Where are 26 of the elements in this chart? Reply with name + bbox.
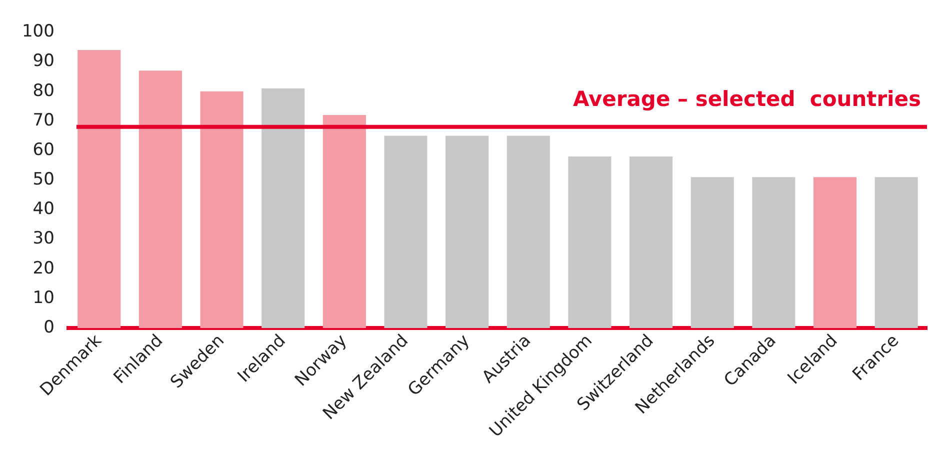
bar: [446, 136, 489, 328]
bar: [78, 50, 121, 328]
bar: [384, 136, 428, 328]
bar: [752, 177, 796, 328]
bar: [262, 88, 305, 328]
y-tick-label: 90: [32, 51, 54, 72]
y-tick-label: 100: [22, 22, 54, 42]
y-tick-label: 20: [32, 258, 54, 278]
bar: [690, 177, 734, 328]
bar: [630, 156, 673, 328]
bar: [568, 156, 612, 328]
y-tick-label: 70: [32, 110, 54, 130]
bar: [200, 91, 244, 328]
y-tick-label: 40: [32, 199, 54, 220]
bar: [506, 136, 550, 328]
y-tick-label: 80: [32, 80, 54, 101]
ref-line-label: Average – selected countries: [572, 86, 921, 111]
y-tick-label: 50: [32, 170, 54, 190]
bar: [874, 177, 918, 328]
bar: [138, 70, 182, 328]
bar: [322, 115, 366, 328]
y-tick-label: 30: [32, 228, 54, 249]
y-tick-label: 60: [32, 140, 54, 160]
y-tick-label: 0: [44, 318, 54, 338]
y-tick-label: 10: [32, 288, 54, 308]
bar: [813, 177, 857, 328]
